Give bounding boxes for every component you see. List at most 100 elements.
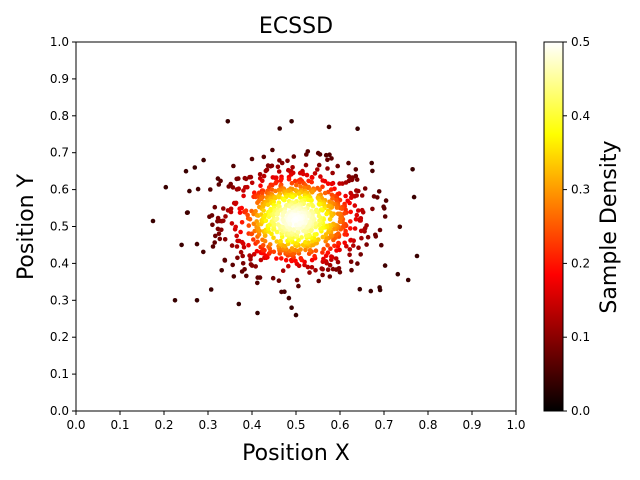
data-point	[383, 198, 389, 203]
data-point	[355, 261, 360, 266]
data-point	[410, 167, 415, 172]
data-point	[208, 287, 214, 292]
data-point	[332, 243, 337, 249]
data-point	[336, 266, 342, 271]
colorbar	[543, 41, 564, 412]
data-point	[249, 156, 255, 162]
data-point	[194, 298, 200, 303]
data-point	[268, 208, 274, 213]
data-point	[192, 165, 198, 170]
colorbar-label: Sample Density	[597, 140, 622, 313]
data-point	[368, 288, 374, 294]
y-tick-label: 0.8	[50, 109, 69, 123]
data-point	[238, 229, 243, 235]
data-point	[313, 224, 319, 230]
y-tick-label: 0.9	[50, 72, 69, 86]
data-point	[414, 253, 420, 259]
data-point	[298, 247, 303, 252]
data-point	[242, 267, 247, 272]
data-point	[229, 243, 235, 248]
data-point	[379, 242, 384, 248]
chart-title: ECSSD	[259, 14, 333, 39]
data-point	[179, 242, 184, 248]
data-point	[307, 270, 312, 275]
data-point	[329, 156, 334, 161]
data-point	[333, 256, 339, 261]
data-point	[365, 234, 371, 240]
data-point	[270, 275, 276, 281]
data-point	[194, 241, 200, 247]
y-tick-label: 0.1	[50, 367, 69, 381]
data-point	[244, 273, 249, 279]
data-point	[342, 211, 347, 216]
data-point	[249, 231, 255, 237]
y-axis-label: Position Y	[14, 173, 39, 280]
data-point	[300, 171, 306, 177]
data-point	[216, 182, 222, 187]
data-point	[235, 255, 240, 261]
data-point	[358, 228, 364, 234]
data-point	[278, 238, 283, 244]
data-point	[289, 119, 294, 124]
data-point	[326, 203, 331, 209]
y-tick-label: 0.3	[50, 293, 69, 307]
x-axis-ticks: 0.0 0.1 0.2 0.3 0.4 0.5 0.6 0.7 0.8 0.9 1.0	[66, 411, 526, 432]
data-point	[327, 199, 332, 204]
data-point	[334, 248, 339, 253]
data-point	[348, 209, 354, 215]
data-point	[315, 167, 320, 172]
data-point	[210, 222, 215, 228]
data-point	[395, 271, 401, 277]
data-point	[275, 211, 280, 217]
data-point	[276, 278, 282, 284]
data-point	[299, 235, 304, 240]
data-point	[187, 188, 192, 194]
data-point	[255, 200, 260, 206]
data-point	[260, 243, 266, 248]
data-point	[304, 172, 310, 178]
data-point	[285, 158, 290, 164]
data-point	[256, 232, 262, 237]
data-point	[356, 245, 361, 250]
data-point	[262, 248, 267, 253]
data-point	[296, 283, 301, 289]
data-point	[373, 232, 378, 238]
data-point	[381, 204, 386, 209]
x-tick-label: 0.9	[462, 418, 481, 432]
data-point	[312, 171, 318, 176]
data-point	[255, 310, 260, 316]
data-point	[303, 247, 308, 253]
data-point	[316, 162, 322, 168]
data-point	[278, 178, 284, 183]
data-point	[185, 210, 190, 215]
data-point	[280, 224, 286, 230]
data-point	[325, 157, 330, 163]
data-point	[271, 249, 277, 255]
data-point	[292, 178, 298, 184]
data-point	[210, 244, 216, 249]
x-tick-label: 0.8	[418, 418, 437, 432]
data-point	[234, 244, 240, 249]
data-point	[327, 217, 333, 222]
data-point	[335, 259, 341, 265]
data-point	[354, 188, 359, 193]
x-tick-label: 0.0	[66, 418, 85, 432]
data-point	[281, 218, 287, 223]
data-point	[263, 218, 269, 224]
data-point	[233, 200, 239, 206]
data-point	[316, 201, 322, 207]
data-point	[272, 195, 278, 201]
data-point	[354, 177, 360, 182]
data-point	[218, 178, 223, 184]
data-point	[293, 258, 298, 264]
data-point	[320, 272, 325, 278]
data-point	[277, 204, 282, 209]
data-point	[377, 285, 382, 290]
data-point	[335, 211, 341, 217]
data-point	[321, 246, 327, 252]
data-point	[319, 266, 325, 271]
x-tick-label: 0.4	[242, 418, 261, 432]
data-point	[316, 222, 322, 228]
data-point	[359, 207, 365, 213]
